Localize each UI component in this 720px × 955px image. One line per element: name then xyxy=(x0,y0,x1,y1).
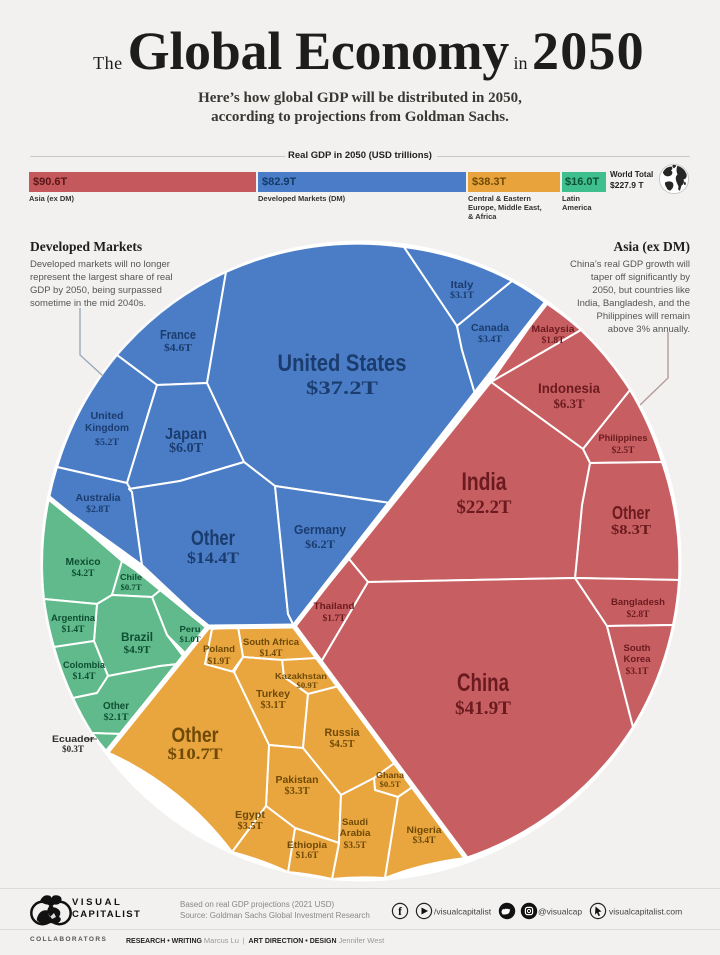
svg-text:Colombia: Colombia xyxy=(63,660,106,671)
svg-text:$5.2T: $5.2T xyxy=(95,437,120,448)
svg-text:$0.5T: $0.5T xyxy=(380,780,402,789)
svg-text:Bangladesh: Bangladesh xyxy=(611,597,665,608)
svg-text:CAPITALIST: CAPITALIST xyxy=(72,909,141,920)
svg-text:$6.3T: $6.3T xyxy=(554,397,586,411)
svg-text:United: United xyxy=(91,410,124,422)
svg-text:Chile: Chile xyxy=(120,572,142,582)
svg-text:Argentina: Argentina xyxy=(51,613,96,624)
svg-text:$1.7T: $1.7T xyxy=(323,613,346,623)
svg-text:$6.2T: $6.2T xyxy=(305,537,335,551)
svg-text:Germany: Germany xyxy=(294,522,347,537)
svg-text:Other: Other xyxy=(612,503,650,523)
svg-text:Australia: Australia xyxy=(76,492,121,504)
svg-text:$1.0T: $1.0T xyxy=(180,635,202,644)
svg-text:$4.2T: $4.2T xyxy=(72,568,95,578)
svg-text:Italy: Italy xyxy=(451,279,474,291)
svg-text:$1.4T: $1.4T xyxy=(62,624,85,634)
svg-text:$2.1T: $2.1T xyxy=(104,712,130,723)
svg-text:$1.4T: $1.4T xyxy=(73,671,96,681)
svg-text:$1.8T: $1.8T xyxy=(542,335,565,345)
svg-text:$10.7T: $10.7T xyxy=(168,746,223,763)
svg-text:South: South xyxy=(624,643,651,654)
svg-text:Canada: Canada xyxy=(471,322,509,334)
svg-text:f: f xyxy=(398,906,402,918)
svg-text:$1.4T: $1.4T xyxy=(260,648,283,658)
svg-text:$8.3T: $8.3T xyxy=(611,523,652,538)
svg-text:India: India xyxy=(462,468,508,496)
svg-text:$0.9T: $0.9T xyxy=(297,681,319,690)
svg-text:$2.5T: $2.5T xyxy=(612,445,635,455)
svg-text:Arabia: Arabia xyxy=(340,828,372,839)
svg-text:Pakistan: Pakistan xyxy=(276,774,319,786)
svg-text:Thailand: Thailand xyxy=(314,601,355,612)
svg-text:VISUAL: VISUAL xyxy=(72,897,122,908)
svg-text:$1.9T: $1.9T xyxy=(208,656,231,666)
svg-text:Saudi: Saudi xyxy=(342,817,368,828)
svg-text:France: France xyxy=(160,328,196,342)
svg-text:Japan: Japan xyxy=(165,426,207,443)
svg-text:Malaysia: Malaysia xyxy=(532,324,576,335)
svg-text:Nigeria: Nigeria xyxy=(407,825,443,836)
svg-text:$2.8T: $2.8T xyxy=(627,609,650,619)
svg-text:Kingdom: Kingdom xyxy=(85,422,129,434)
svg-text:$3.1T: $3.1T xyxy=(261,700,286,711)
svg-text:Russia: Russia xyxy=(325,727,361,739)
svg-text:$3.4T: $3.4T xyxy=(478,334,503,345)
svg-text:Indonesia: Indonesia xyxy=(538,381,600,396)
svg-text:$3.4T: $3.4T xyxy=(413,835,436,845)
svg-text:Ecuador: Ecuador xyxy=(52,734,94,745)
svg-text:Peru: Peru xyxy=(180,624,201,634)
svg-text:Other: Other xyxy=(191,527,235,550)
svg-text:$4.5T: $4.5T xyxy=(330,739,355,750)
svg-text:$4.9T: $4.9T xyxy=(124,645,151,656)
svg-text:Turkey: Turkey xyxy=(256,688,290,700)
svg-text:$3.3T: $3.3T xyxy=(285,786,310,797)
svg-text:Mexico: Mexico xyxy=(66,557,101,568)
svg-text:Poland: Poland xyxy=(203,644,235,655)
svg-text:Ghana: Ghana xyxy=(376,770,404,780)
svg-text:$4.6T: $4.6T xyxy=(164,342,193,354)
svg-text:$3.1T: $3.1T xyxy=(450,290,475,301)
svg-text:Other: Other xyxy=(103,700,129,712)
svg-text:$3.5T: $3.5T xyxy=(238,821,263,832)
svg-text:Egypt: Egypt xyxy=(235,809,266,821)
svg-text:Ethiopia: Ethiopia xyxy=(287,840,328,851)
svg-text:@visualcap: @visualcap xyxy=(538,907,582,917)
svg-text:Other: Other xyxy=(172,724,219,747)
svg-text:$14.4T: $14.4T xyxy=(187,550,239,567)
svg-text:Kazakhstan: Kazakhstan xyxy=(275,671,327,681)
svg-text:$1.6T: $1.6T xyxy=(296,850,319,860)
svg-text:visualcapitalist.com: visualcapitalist.com xyxy=(609,907,682,917)
svg-text:$3.5T: $3.5T xyxy=(344,840,367,850)
svg-text:Philippines: Philippines xyxy=(599,433,648,444)
svg-text:$0.3T: $0.3T xyxy=(62,744,84,754)
svg-text:Korea: Korea xyxy=(624,654,652,665)
svg-text:$37.2T: $37.2T xyxy=(306,379,379,399)
svg-text:$3.1T: $3.1T xyxy=(626,666,649,676)
svg-text:$2.8T: $2.8T xyxy=(86,504,111,515)
svg-text:$0.7T: $0.7T xyxy=(121,583,143,592)
svg-text:$6.0T: $6.0T xyxy=(169,440,203,455)
svg-text:South Africa: South Africa xyxy=(243,637,300,648)
svg-text:United States: United States xyxy=(278,350,407,377)
svg-text:/visualcapitalist: /visualcapitalist xyxy=(434,907,492,917)
svg-text:China: China xyxy=(457,669,510,697)
svg-text:Brazil: Brazil xyxy=(121,632,153,644)
svg-text:$41.9T: $41.9T xyxy=(455,698,511,719)
svg-text:$22.2T: $22.2T xyxy=(457,497,512,518)
